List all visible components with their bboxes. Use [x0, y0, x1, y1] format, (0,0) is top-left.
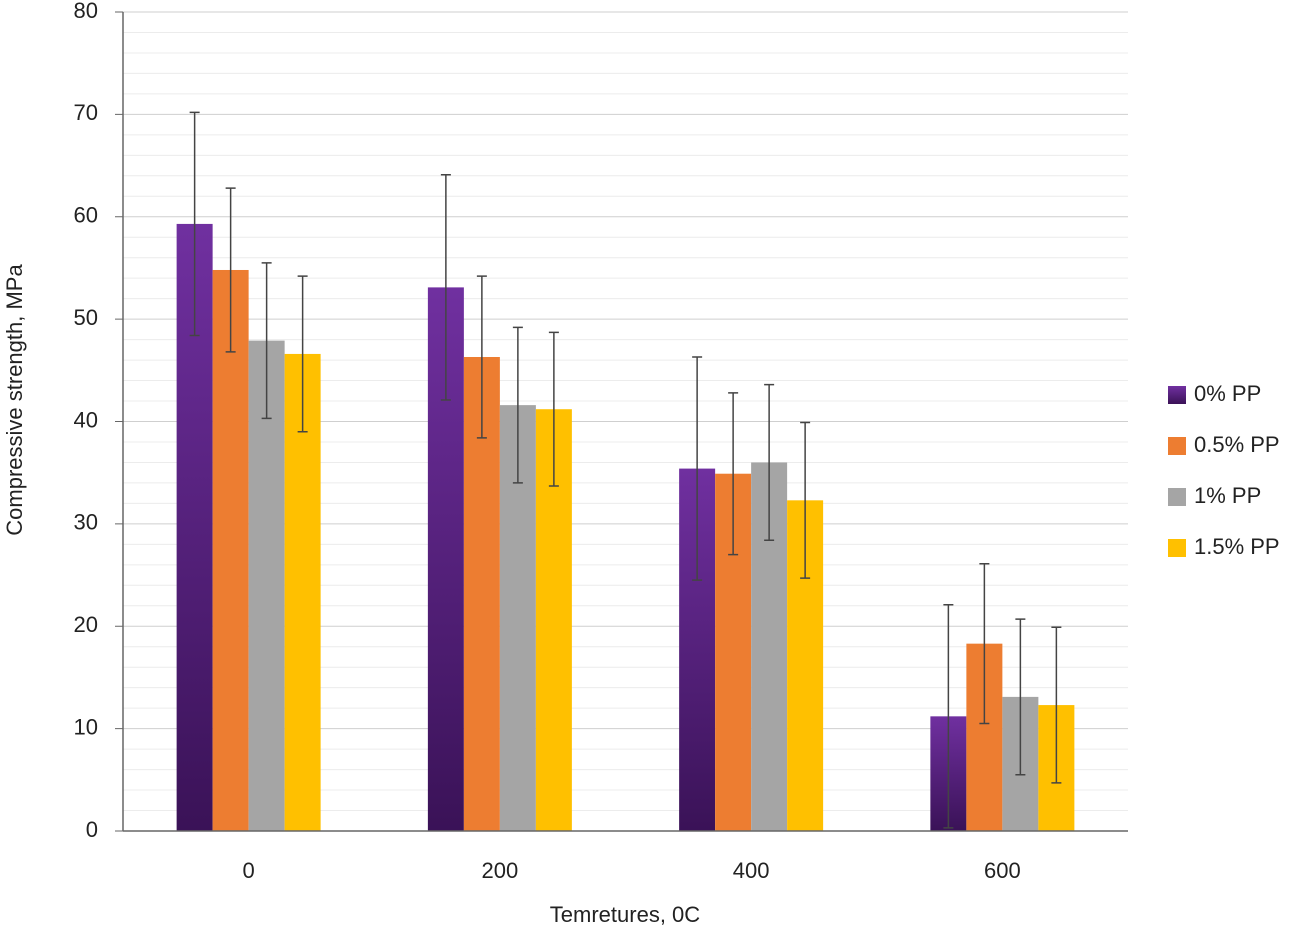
error-bar — [728, 392, 739, 556]
y-axis-title: Compressive strength, MPa — [2, 264, 27, 536]
error-bar — [297, 275, 308, 433]
error-bar — [189, 111, 200, 337]
legend-label: 1% PP — [1194, 483, 1261, 508]
y-tick-label: 10 — [74, 714, 98, 739]
x-tick-label: 400 — [733, 858, 770, 883]
legend-swatch — [1168, 386, 1186, 404]
legend-swatch — [1168, 488, 1186, 506]
y-tick-label: 50 — [74, 305, 98, 330]
bar — [212, 269, 249, 831]
error-bar — [692, 356, 703, 581]
bar — [248, 340, 285, 831]
error-bar — [225, 187, 236, 353]
error-bar — [261, 262, 272, 420]
error-bar — [943, 604, 954, 829]
legend-label: 0% PP — [1194, 381, 1261, 406]
y-tick-label: 0 — [86, 817, 98, 842]
legend-label: 0.5% PP — [1194, 432, 1280, 457]
legend-swatch — [1168, 539, 1186, 557]
x-tick-label: 0 — [243, 858, 255, 883]
y-tick-label: 70 — [74, 100, 98, 125]
error-bar — [800, 421, 811, 579]
error-bar — [1015, 618, 1026, 776]
legend-label: 1.5% PP — [1194, 534, 1280, 559]
y-tick-label: 40 — [74, 407, 98, 432]
y-tick-label: 30 — [74, 510, 98, 535]
bar — [284, 353, 321, 831]
error-bar — [476, 275, 487, 439]
error-bar — [764, 383, 775, 542]
x-axis-title: Temretures, 0C — [550, 902, 700, 927]
y-tick-label: 20 — [74, 612, 98, 637]
x-tick-label: 600 — [984, 858, 1021, 883]
error-bar — [1051, 626, 1062, 784]
y-tick-label: 80 — [74, 0, 98, 23]
error-bar — [512, 326, 523, 484]
legend-swatch — [1168, 437, 1186, 455]
x-tick-label: 200 — [482, 858, 519, 883]
error-bar — [440, 174, 451, 401]
error-bar — [979, 563, 990, 725]
error-bar — [548, 331, 559, 487]
y-tick-label: 60 — [74, 203, 98, 228]
